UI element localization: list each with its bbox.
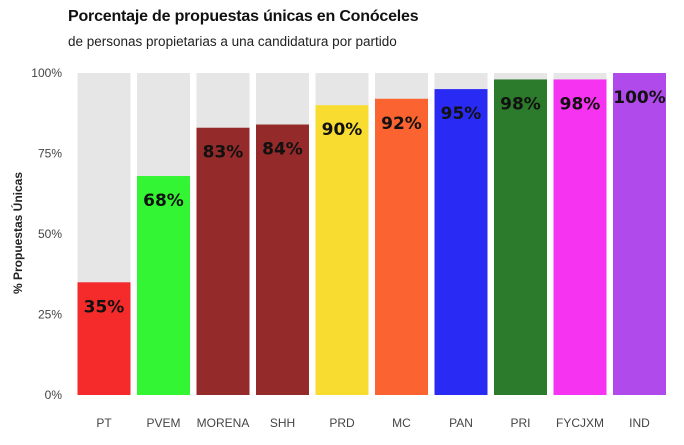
x-tick-label-ind: IND xyxy=(629,416,650,430)
y-tick-label: 50% xyxy=(38,227,62,241)
bar-pvem xyxy=(137,176,190,395)
data-label-prd: 90% xyxy=(322,120,363,140)
data-label-pri: 98% xyxy=(500,94,541,114)
x-tick-label-prd: PRD xyxy=(329,416,355,430)
bar-ind xyxy=(613,73,666,395)
bar-morena xyxy=(196,127,250,396)
chart-title: Porcentaje de propuestas únicas en Conóc… xyxy=(68,8,419,25)
data-label-pt: 35% xyxy=(84,297,125,317)
x-tick-label-pt: PT xyxy=(96,416,112,430)
bar-fycjxm xyxy=(553,79,607,395)
bar-pt xyxy=(77,282,131,395)
bar-prd xyxy=(315,105,369,395)
y-tick-label: 0% xyxy=(45,388,63,402)
x-tick-label-pvem: PVEM xyxy=(146,416,180,430)
y-tick-label: 25% xyxy=(38,308,62,322)
y-axis-label: % Propuestas Únicas xyxy=(10,172,25,294)
data-label-ind: 100% xyxy=(613,88,666,108)
data-label-morena: 83% xyxy=(203,143,244,163)
data-label-pvem: 68% xyxy=(143,191,184,211)
y-tick-label: 75% xyxy=(38,147,62,161)
y-tick-label: 100% xyxy=(31,66,62,80)
x-tick-label-pri: PRI xyxy=(510,416,530,430)
bar-pri xyxy=(494,79,547,395)
bar-shh xyxy=(256,124,309,396)
data-label-fycjxm: 98% xyxy=(560,94,601,114)
data-label-shh: 84% xyxy=(262,140,303,160)
data-label-mc: 92% xyxy=(381,114,422,134)
x-tick-label-morena: MORENA xyxy=(197,416,250,430)
bar-mc xyxy=(375,98,428,395)
data-label-pan: 95% xyxy=(441,104,482,124)
x-tick-label-mc: MC xyxy=(392,416,411,430)
bar-pan xyxy=(434,89,488,395)
x-tick-label-fycjxm: FYCJXM xyxy=(556,416,604,430)
x-tick-label-pan: PAN xyxy=(449,416,473,430)
chart-subtitle: de personas propietarias a una candidatu… xyxy=(68,34,397,49)
x-tick-label-shh: SHH xyxy=(270,416,295,430)
